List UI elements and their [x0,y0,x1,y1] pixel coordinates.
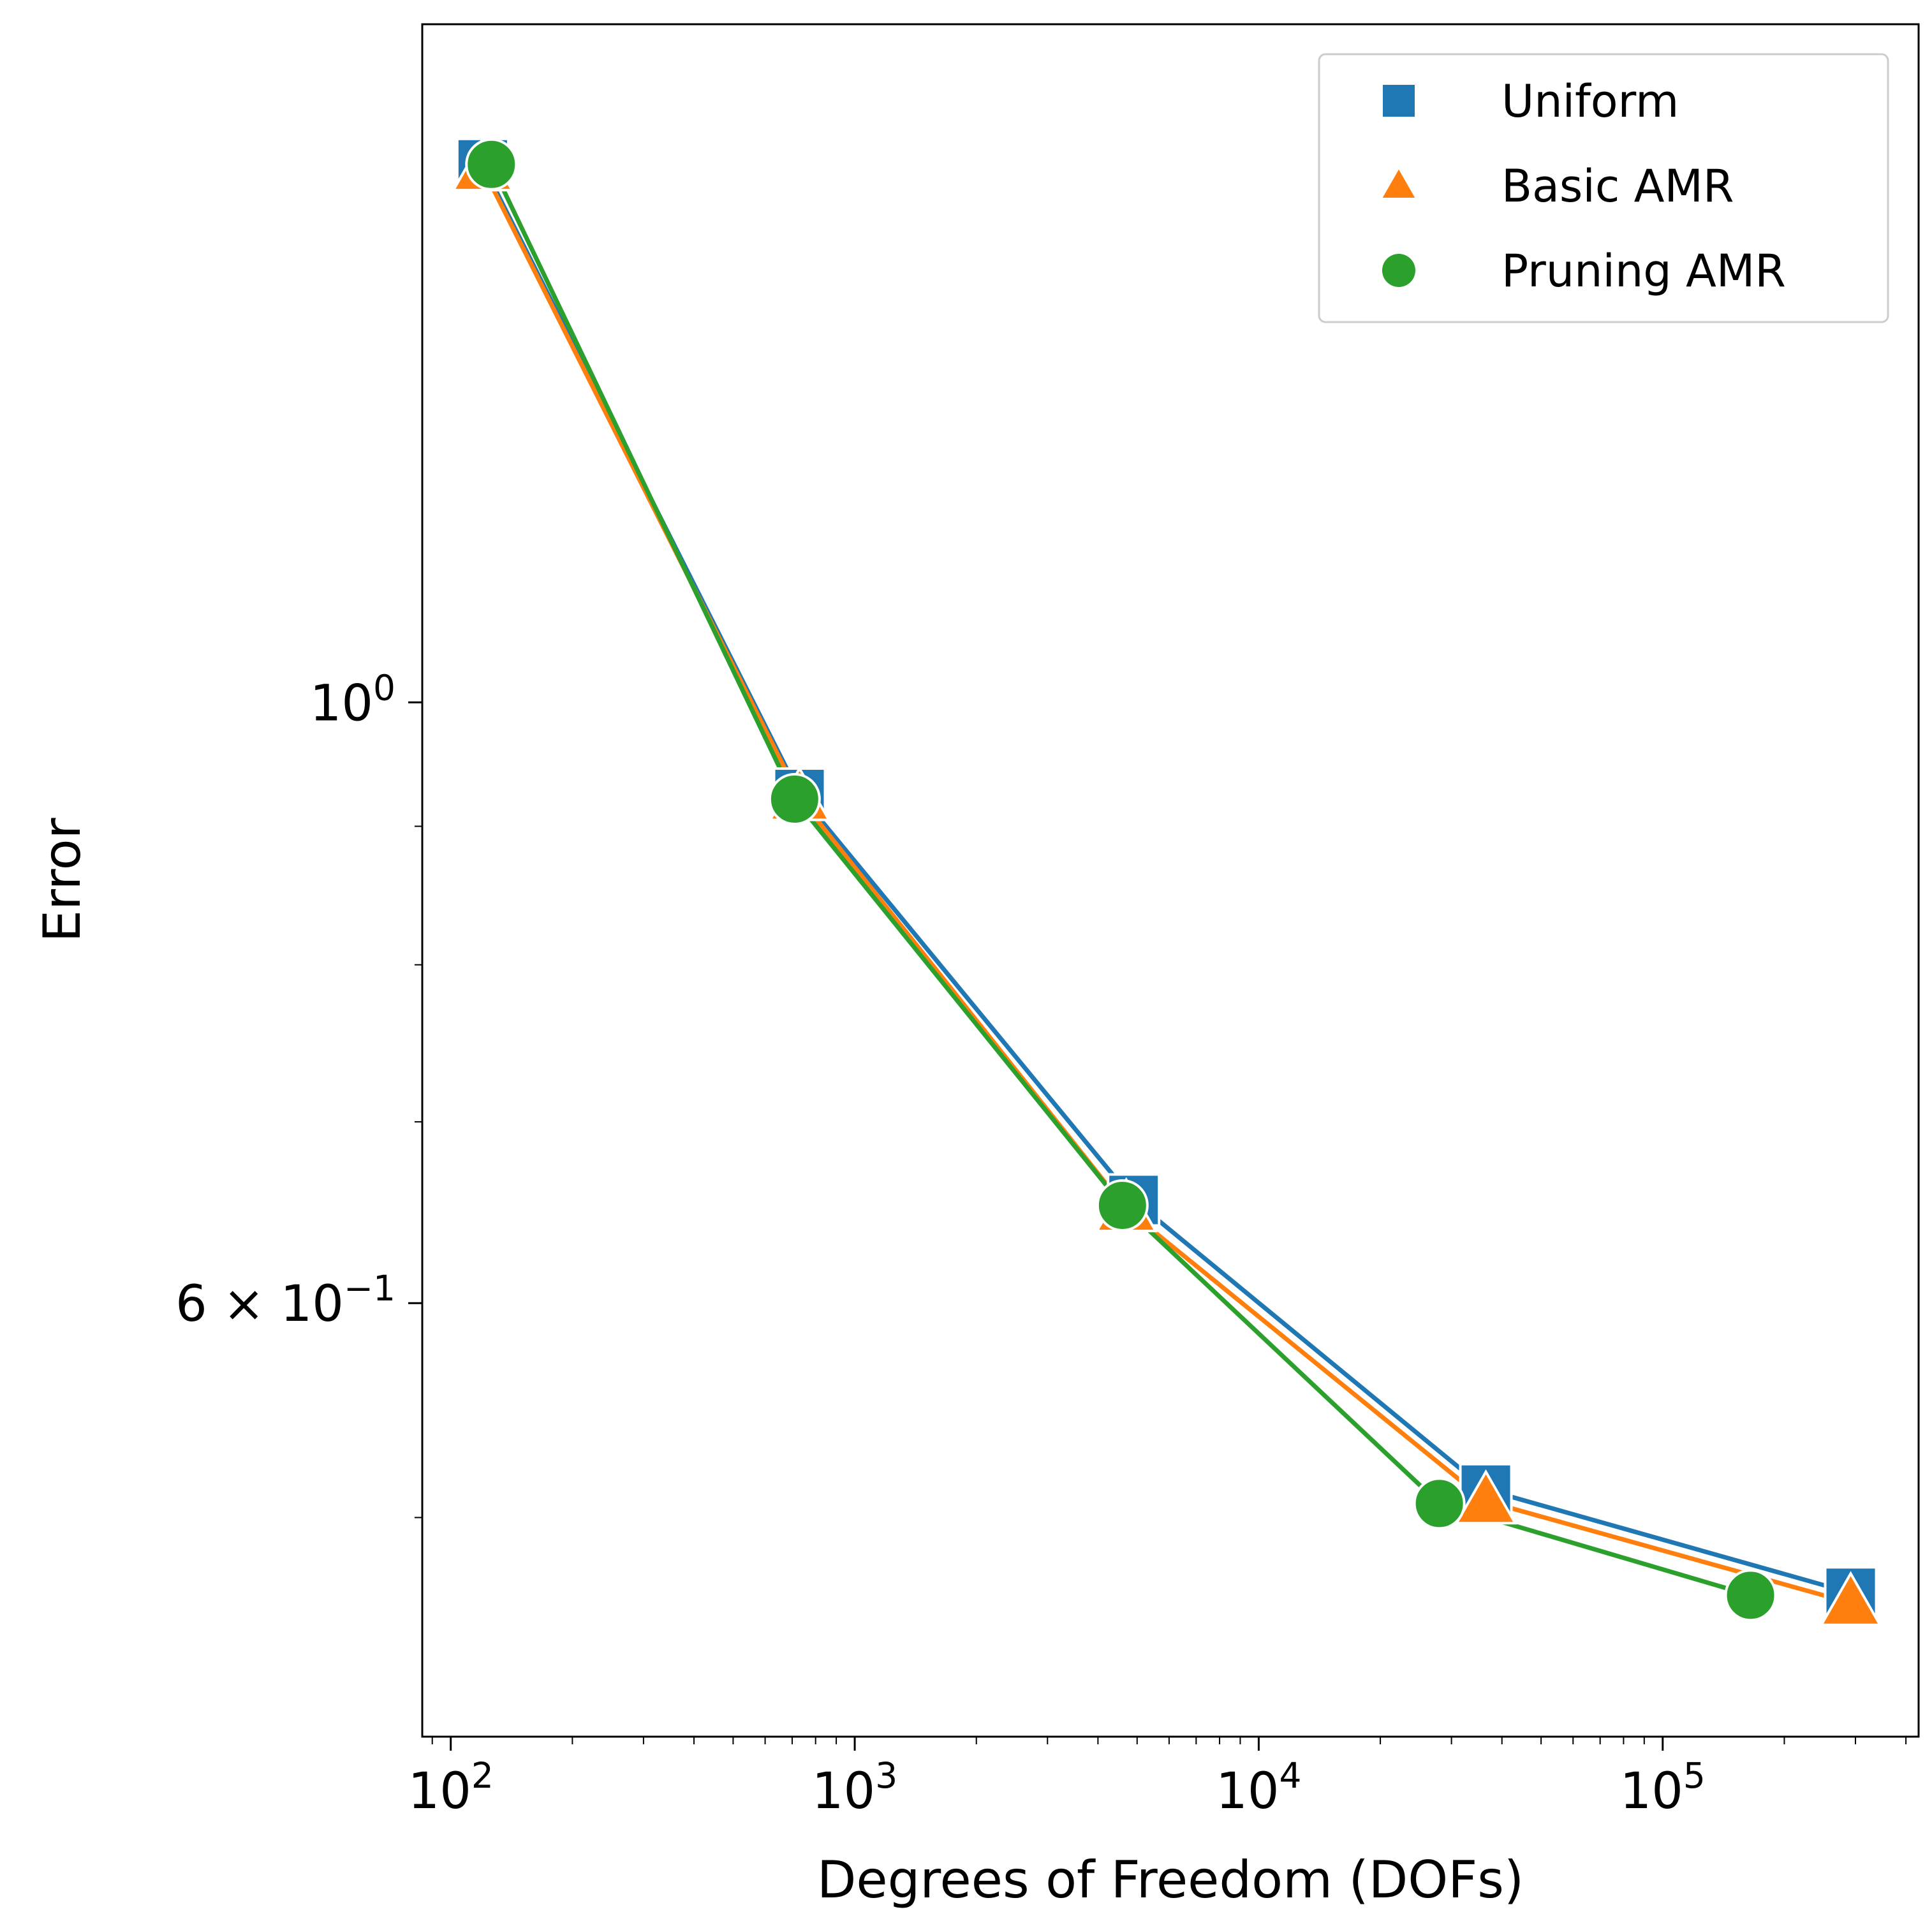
pruning-amr-point [1413,1477,1466,1530]
legend-marker [1383,85,1415,117]
pruning-amr-point [1724,1569,1777,1622]
y-axis-label: Error [33,818,92,942]
pruning-amr-point [1096,1179,1149,1232]
legend-label: Uniform [1501,75,1679,128]
legend-marker [1382,169,1415,198]
legend-marker [1382,254,1415,287]
x-tick-label: 104 [1216,1755,1301,1820]
legend: Uniform Basic AMR Pruning AMR [1318,53,1889,323]
legend-item: Basic AMR [1382,160,1734,212]
axes-layer: 102 103 104 105 100 6 × 10−1 [175,667,1907,1820]
legend-box [1318,53,1889,323]
basic-amr-point [1819,1571,1882,1626]
plot-frame [421,23,1920,1738]
x-tick-label: 105 [1620,1755,1706,1820]
y-tick-label: 6 × 10−1 [175,1268,395,1333]
legend-item: Uniform [1383,75,1679,128]
pruning-amr-point [768,773,821,826]
basic-amr-point [1454,1469,1518,1525]
x-axis-label: Degrees of Freedom (DOFs) [817,1850,1524,1910]
pruning-amr-point [465,138,518,191]
legend-label: Pruning AMR [1501,245,1786,297]
series-layer [451,136,1882,1626]
legend-label: Basic AMR [1501,160,1734,212]
y-tick-label: 100 [310,667,395,732]
x-tick-label: 103 [812,1755,897,1820]
x-tick-label: 102 [408,1755,494,1820]
legend-item: Pruning AMR [1382,245,1786,297]
series-markers [451,136,1882,1626]
